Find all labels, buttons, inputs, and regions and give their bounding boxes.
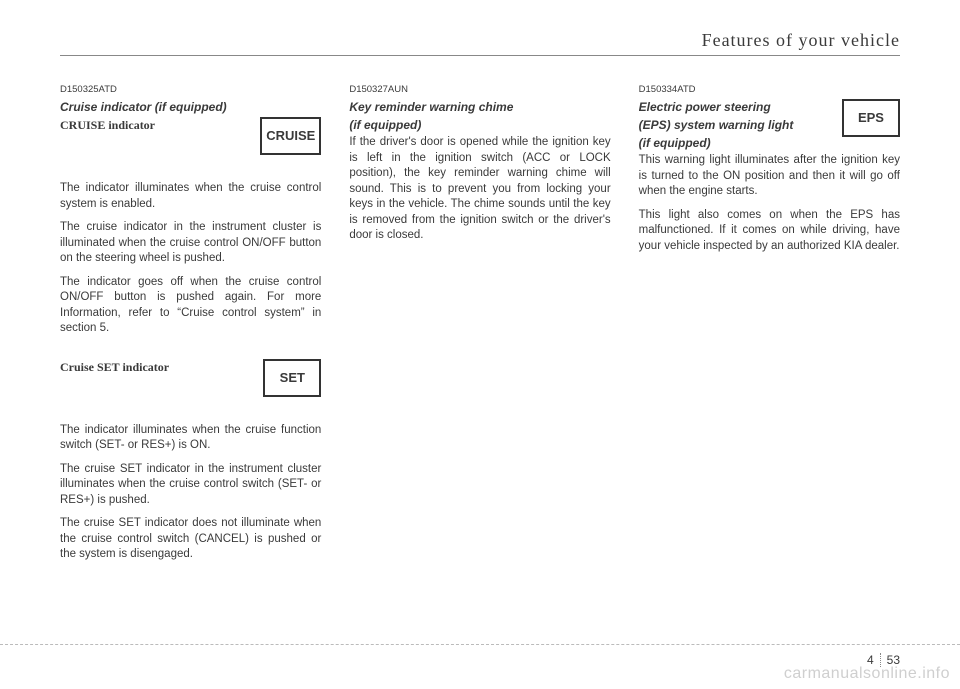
page-divider <box>0 644 960 645</box>
section-title: Cruise indicator (if equipped) <box>60 99 321 115</box>
body-text: This warning light illuminates after the… <box>639 153 900 200</box>
section-title: Key reminder warning chime <box>349 99 610 115</box>
cruise-icon: CRUISE <box>260 117 321 155</box>
set-icon: SET <box>263 359 321 397</box>
section-code: D150327AUN <box>349 84 610 97</box>
body-text: The cruise SET indicator does not illumi… <box>60 516 321 563</box>
page-header: Features of your vehicle <box>60 30 900 56</box>
body-text: This light also comes on when the EPS ha… <box>639 208 900 255</box>
manual-page: Features of your vehicle D150325ATD Crui… <box>0 0 960 689</box>
eps-icon: EPS <box>842 99 900 137</box>
body-text: The indicator illuminates when the cruis… <box>60 181 321 212</box>
section-code: D150334ATD <box>639 84 900 97</box>
body-text: The cruise indicator in the instrument c… <box>60 220 321 267</box>
section-title: (if equipped) <box>639 135 900 151</box>
section-title: (if equipped) <box>349 117 610 133</box>
section-code: D150325ATD <box>60 84 321 97</box>
column-3: D150334ATD EPS Electric power steering (… <box>639 84 900 571</box>
column-1: D150325ATD Cruise indicator (if equipped… <box>60 84 321 571</box>
watermark: carmanualsonline.info <box>784 665 950 683</box>
body-text: The indicator illuminates when the cruis… <box>60 423 321 454</box>
column-2: D150327AUN Key reminder warning chime (i… <box>349 84 610 571</box>
content-columns: D150325ATD Cruise indicator (if equipped… <box>60 84 900 571</box>
body-text: The cruise SET indicator in the instrume… <box>60 462 321 509</box>
header-title: Features of your vehicle <box>702 30 900 50</box>
body-text: If the driver's door is opened while the… <box>349 135 610 244</box>
body-text: The indicator goes off when the cruise c… <box>60 275 321 337</box>
